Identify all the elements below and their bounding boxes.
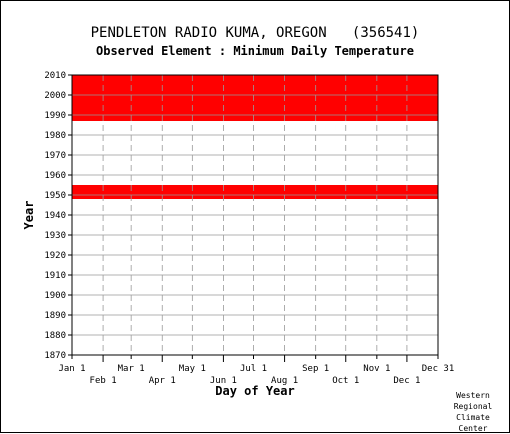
y-tick-label: 1960 (44, 171, 66, 181)
observed-period-band (72, 75, 438, 121)
credit-line: Center (458, 424, 488, 433)
y-tick-label: 1870 (44, 351, 66, 361)
y-tick-label: 1930 (44, 231, 66, 241)
x-tick-label: Aug 1 (271, 376, 298, 386)
y-tick-label: 1900 (44, 291, 66, 301)
y-tick-label: 1970 (44, 151, 66, 161)
x-tick-label: Jun 1 (210, 376, 237, 386)
y-tick-label: 1990 (44, 111, 66, 121)
chart-subtitle: Observed Element : Minimum Daily Tempera… (96, 44, 414, 58)
x-tick-label: Jan 1 (58, 364, 85, 374)
y-tick-label: 2010 (44, 71, 66, 81)
data-layer (72, 75, 438, 199)
y-tick-label: 1950 (44, 191, 66, 201)
x-tick-label: Mar 1 (118, 364, 145, 374)
x-axis-label: Day of Year (215, 384, 294, 398)
y-tick-label: 1920 (44, 251, 66, 261)
tick-layer: 1870 1880 1890 1900 1910 1920 1930 1940 1950 1960… (44, 71, 454, 386)
credit-line: Climate (456, 413, 490, 422)
x-tick-label: Jul 1 (240, 364, 267, 374)
credit-line: Regional (453, 402, 493, 411)
y-tick-label: 2000 (44, 91, 66, 101)
y-tick-label: 1890 (44, 311, 66, 321)
y-tick-label: 1980 (44, 131, 66, 141)
y-axis-label: Year (22, 201, 36, 230)
x-tick-label: Feb 1 (90, 376, 117, 386)
y-tick-label: 1940 (44, 211, 66, 221)
wrcc-credit: Western Regional Climate Center (443, 390, 503, 434)
credit-line: Western (456, 391, 490, 400)
observed-period-band (72, 185, 438, 199)
x-tick-label: Apr 1 (149, 376, 176, 386)
x-tick-label: Oct 1 (332, 376, 359, 386)
x-tick-label: Dec 1 (393, 376, 420, 386)
x-tick-label: May 1 (179, 364, 206, 374)
chart-title: PENDLETON RADIO KUMA, OREGON (356541) (90, 25, 420, 41)
x-tick-label: Sep 1 (302, 364, 329, 374)
x-tick-label: Nov 1 (363, 364, 390, 374)
y-tick-label: 1880 (44, 331, 66, 341)
y-tick-label: 1910 (44, 271, 66, 281)
x-tick-label: Dec 31 (422, 364, 455, 374)
grid-layer (72, 75, 438, 355)
